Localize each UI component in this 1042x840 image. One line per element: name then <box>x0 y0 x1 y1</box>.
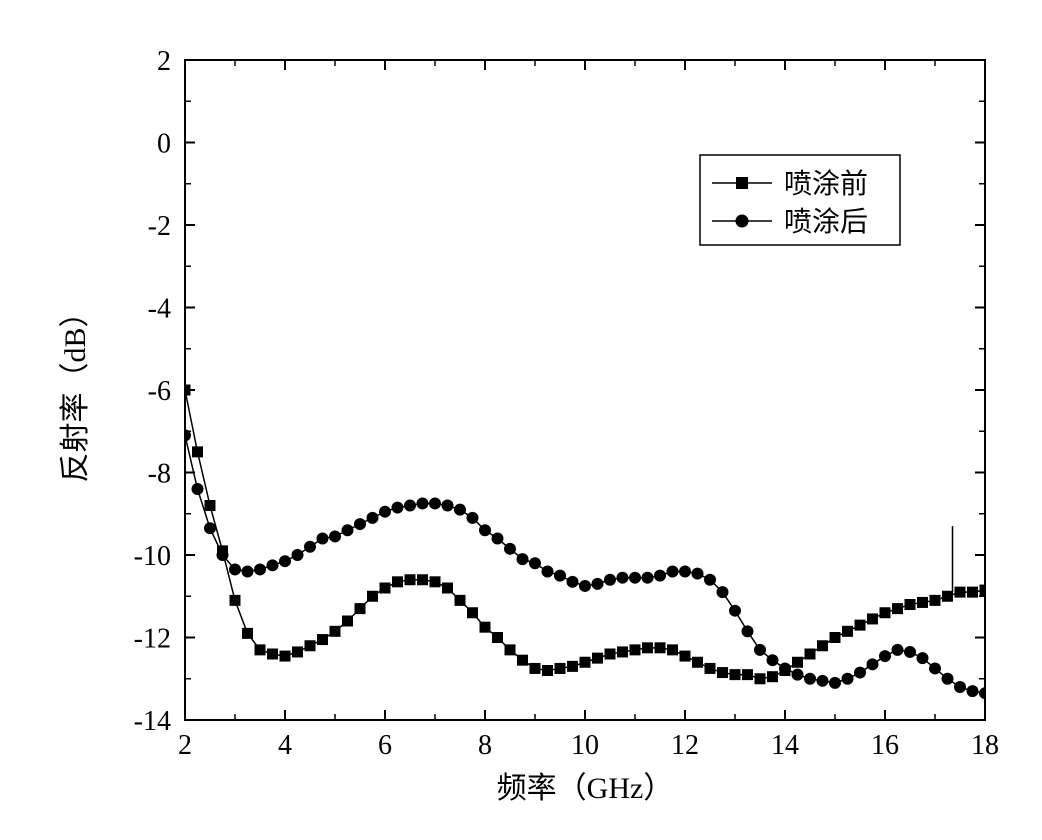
x-tick-label: 16 <box>871 730 899 761</box>
y-tick-label: -6 <box>148 376 171 407</box>
legend-circle-icon <box>736 215 749 228</box>
y-axis-label: 反射率（dB） <box>59 297 92 482</box>
series-喷涂前 <box>180 385 991 685</box>
y-tick-label: -12 <box>134 624 171 655</box>
y-tick-label: -14 <box>134 706 171 737</box>
y-tick-label: 2 <box>157 46 171 77</box>
y-tick-label: -8 <box>148 459 171 490</box>
legend-label: 喷涂后 <box>784 206 868 238</box>
chart-svg: 2 4 6 8 10 12 14 16 18 -14 -12 -10 -8 -6 -4 -2 0 2 频率（GHz）… <box>0 0 1042 840</box>
reflectivity-chart: 2 4 6 8 10 12 14 16 18 -14 -12 -10 -8 -6 -4 -2 0 2 频率（GHz）… <box>0 0 1042 840</box>
x-axis-label: 频率（GHz） <box>497 772 674 805</box>
x-tick-label: 2 <box>178 730 192 761</box>
x-tick-label: 10 <box>571 730 599 761</box>
x-tick-label: 8 <box>478 730 492 761</box>
legend-label: 喷涂前 <box>784 168 868 200</box>
y-tick-label: -4 <box>148 294 171 325</box>
x-tick-label: 12 <box>671 730 699 761</box>
x-tick-label: 6 <box>378 730 392 761</box>
legend-square-icon <box>736 177 748 189</box>
x-tick-label: 14 <box>771 730 799 761</box>
y-tick-label: -10 <box>134 541 171 572</box>
y-tick-label: 0 <box>157 129 171 160</box>
x-tick-label: 4 <box>278 730 292 761</box>
y-tick-label: -2 <box>148 211 171 242</box>
x-tick-label: 18 <box>971 730 999 761</box>
